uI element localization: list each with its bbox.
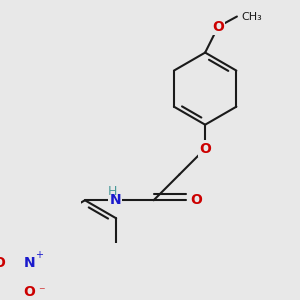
Text: O: O xyxy=(190,193,202,207)
Text: O: O xyxy=(24,285,36,299)
Text: CH₃: CH₃ xyxy=(241,11,262,22)
Text: ⁻: ⁻ xyxy=(38,286,45,298)
Text: N: N xyxy=(24,256,35,270)
Text: O: O xyxy=(0,256,5,270)
Text: O: O xyxy=(212,20,224,34)
Text: O: O xyxy=(199,142,211,156)
Text: +: + xyxy=(35,250,43,260)
Text: N: N xyxy=(110,193,121,207)
Text: H: H xyxy=(108,185,118,198)
